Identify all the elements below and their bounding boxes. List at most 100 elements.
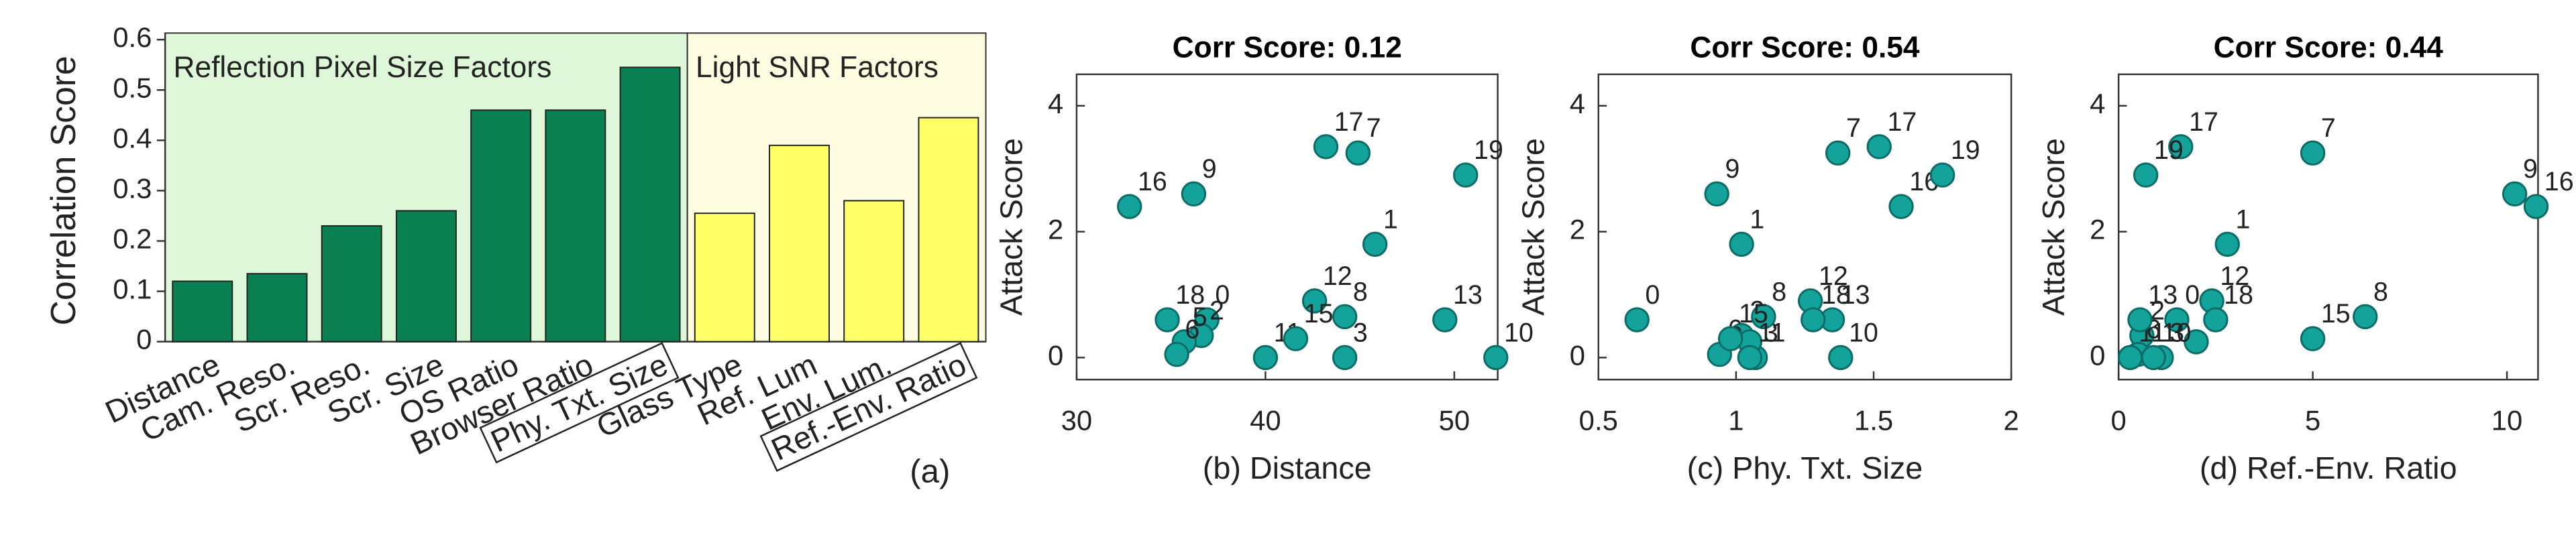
point (2117, 345, 2143, 371)
plot-frame (1597, 73, 2012, 381)
y-tick-label: 4 (1048, 88, 1063, 119)
point-label: 12 (2220, 261, 2249, 291)
x-axis-label: (c) Phy. Txt. Size (1687, 450, 1923, 485)
y-tick-label: 0 (136, 324, 152, 355)
x-tick-label: 1.5 (1854, 404, 1893, 436)
point-label: 6 (1185, 315, 1199, 345)
y-tick-label: 0 (1570, 339, 1585, 371)
x-axis-label: (d) Ref.-Env. Ratio (2200, 450, 2457, 485)
point-label: 1 (1383, 204, 1398, 234)
y-tick-label: 2 (1570, 214, 1585, 245)
point-label: 18 (2224, 280, 2253, 310)
point (1929, 162, 1955, 188)
point-label: 7 (1846, 113, 1861, 143)
point (1624, 307, 1650, 333)
x-tick-label: 0.5 (1579, 404, 1618, 436)
point-label: 17 (1888, 107, 1917, 137)
point-label: 12 (1323, 261, 1352, 291)
y-tick-label: 4 (2090, 88, 2105, 119)
bar (545, 109, 606, 343)
point-label: 1 (2236, 204, 2251, 234)
point-label: 3 (2169, 318, 2184, 347)
point (2164, 307, 2190, 333)
point (1866, 134, 1892, 160)
point (2214, 231, 2240, 257)
y-tick-label: 2 (2090, 214, 2105, 245)
y-tick-label: 4 (1570, 88, 1585, 119)
point (1453, 162, 1479, 188)
x-tick-label: 10 (2491, 404, 2523, 436)
point (1332, 345, 1358, 371)
y-tick-label: 0.3 (113, 172, 152, 204)
point-label: 10 (2162, 318, 2192, 347)
point (2184, 329, 2209, 355)
y-axis-label: Attack Score (994, 138, 1029, 316)
point (1301, 288, 1328, 314)
x-tick-label: 2 (2004, 404, 2019, 436)
x-tick-label: 40 (1250, 404, 1281, 436)
y-axis-label: Attack Score (1516, 138, 1551, 316)
x-tick-label: 50 (1439, 404, 1470, 436)
point-label: 0 (1646, 280, 1660, 310)
bar (619, 66, 681, 343)
bar (918, 117, 979, 343)
point-label: 11 (1758, 318, 1786, 347)
bar (172, 280, 233, 343)
point (2300, 326, 2326, 351)
point (2133, 162, 2159, 188)
point (1252, 345, 1279, 371)
label-box (479, 342, 680, 464)
point (1717, 326, 1743, 351)
bar (694, 213, 755, 343)
y-tick-label: 0.5 (113, 72, 152, 103)
point (1825, 140, 1851, 166)
point (1155, 307, 1180, 333)
point-label: 18 (1175, 280, 1205, 310)
point (1283, 326, 1309, 351)
point-label: 10 (1849, 318, 1878, 347)
bar (395, 210, 457, 343)
y-axis-label: Attack Score (2036, 138, 2071, 316)
bar (470, 109, 532, 343)
bar (321, 225, 382, 343)
point-label: 0 (1215, 280, 1230, 310)
point (2141, 345, 2166, 371)
point-label: 17 (1334, 107, 1364, 137)
y-tick-label: 0 (2090, 339, 2105, 371)
chart-title: Corr Score: 0.12 (1173, 32, 1402, 64)
point-label: 9 (2523, 154, 2538, 184)
x-axis-label: (b) Distance (1203, 450, 1372, 485)
point (1729, 231, 1754, 257)
point (1888, 194, 1914, 219)
point (1737, 345, 1763, 371)
bar (843, 200, 905, 343)
bar (769, 144, 830, 343)
plot-frame (2117, 73, 2539, 381)
point (1313, 134, 1339, 160)
x-tick-label: 1 (1728, 404, 1743, 436)
point-label: 9 (1202, 154, 1217, 184)
point-label: 2 (1210, 296, 1224, 325)
point (2168, 134, 2194, 160)
y-tick-label: 0.6 (113, 21, 152, 53)
point (2203, 307, 2229, 333)
point (1362, 231, 1388, 257)
point (1345, 140, 1371, 166)
y-tick-label: 0.2 (113, 223, 152, 255)
point (2502, 181, 2528, 206)
y-tick-label: 0 (1048, 339, 1063, 371)
point (1181, 181, 1207, 206)
point-label: 8 (1772, 277, 1786, 306)
point-label: 16 (1138, 167, 1167, 196)
point-label: 7 (2321, 113, 2336, 143)
point (1801, 307, 1826, 333)
point-label: 8 (1353, 277, 1368, 306)
point-label: 19 (1951, 135, 1980, 165)
point (2300, 140, 2326, 166)
point (1432, 307, 1458, 333)
point (1828, 345, 1854, 371)
point-label: 8 (2373, 277, 2388, 306)
point-label: 15 (1739, 299, 1768, 328)
